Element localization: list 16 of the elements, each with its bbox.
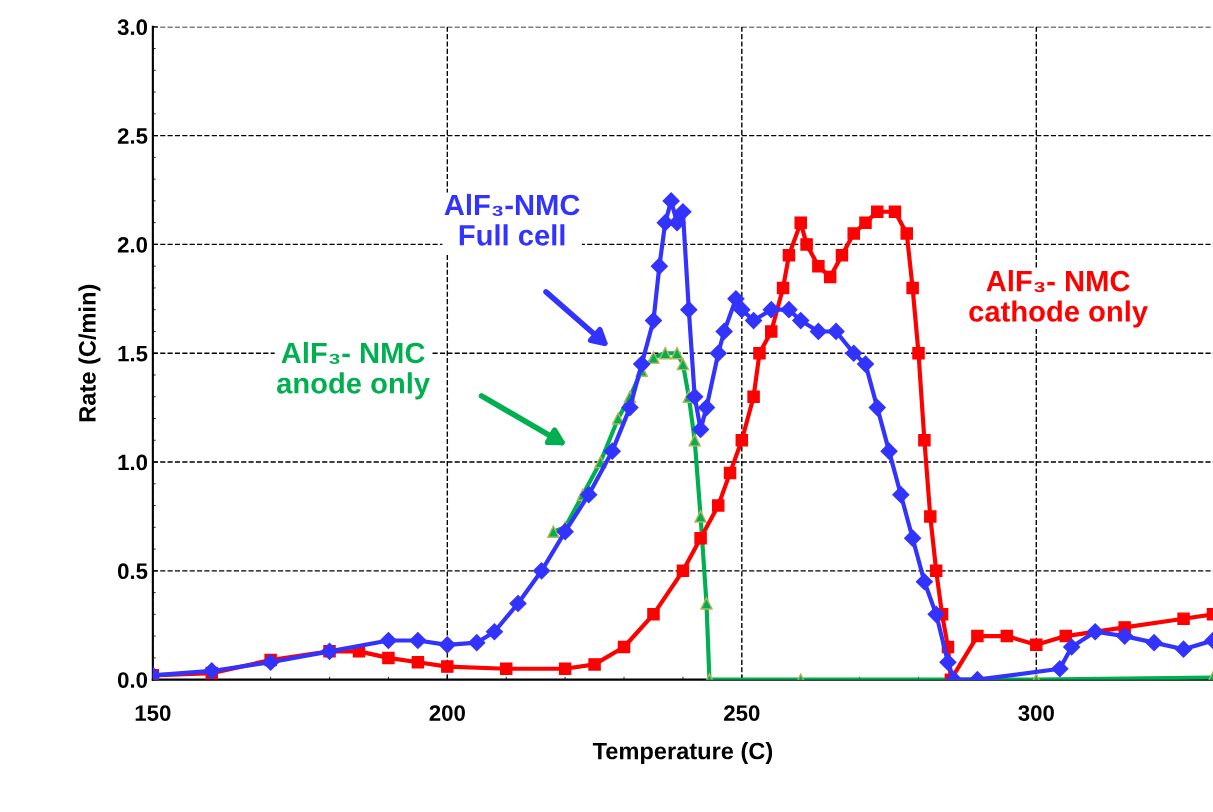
y-tick-label: 1.5 <box>118 345 148 362</box>
y-tick-label: 0.5 <box>117 563 148 580</box>
y-tick-label: 3.0 <box>117 19 148 36</box>
y-tick-label: 2.0 <box>117 236 148 253</box>
series-label: AlF₃- NMC cathode only <box>969 270 1148 328</box>
text: AlF₃- NMC anode only <box>276 341 430 400</box>
text: AlF₃-NMC Full cell <box>444 193 580 246</box>
y-axis-title: Rate (C/min) <box>78 284 101 422</box>
x-axis-title: Temperature (C) <box>592 742 773 765</box>
y-tick-label: 1.0 <box>118 454 148 471</box>
x-tick-label: 150 <box>135 705 171 721</box>
x-tick-label: 250 <box>724 705 760 721</box>
y-tick-label: 0.0 <box>117 672 148 688</box>
x-tick-label: 300 <box>1018 705 1054 721</box>
x-tick-label: 200 <box>429 705 465 721</box>
y-tick-label: 2.5 <box>117 128 148 144</box>
